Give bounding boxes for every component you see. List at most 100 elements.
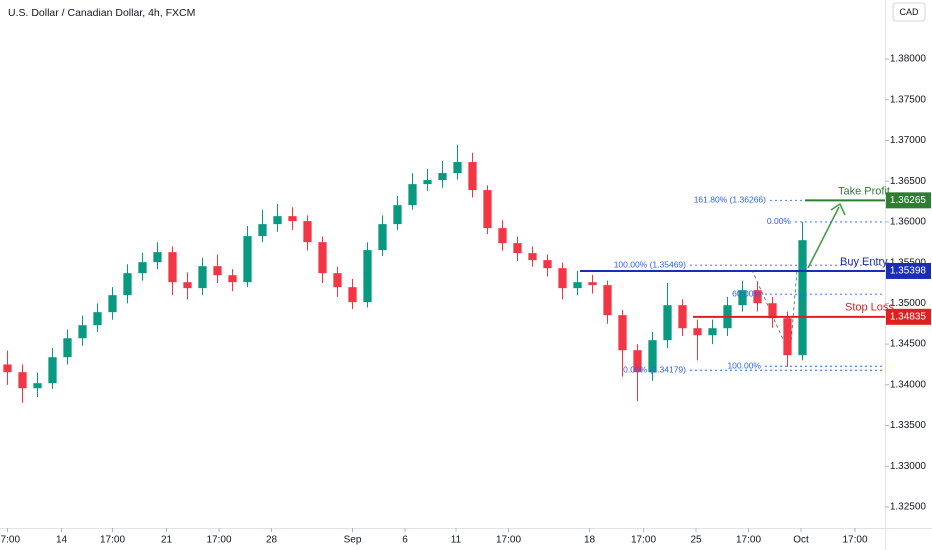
y-tick-label: 1.32500 xyxy=(890,502,927,513)
candle-body xyxy=(183,282,192,289)
candle-body xyxy=(123,273,132,296)
candle-body xyxy=(678,305,687,329)
y-tick-label: 1.36500 xyxy=(890,176,927,187)
candle-body xyxy=(408,184,417,206)
price-tag-label: 1.35398 xyxy=(890,266,927,277)
candle-body xyxy=(78,325,87,339)
candle-body xyxy=(258,224,267,237)
candle-body xyxy=(3,364,12,373)
level-label: Stop Loss xyxy=(845,302,894,314)
candle-body xyxy=(168,252,177,283)
candle-body xyxy=(768,303,777,319)
candle-body xyxy=(693,328,702,336)
x-tick-label: 21 xyxy=(161,535,173,546)
candle-body xyxy=(108,295,117,313)
candle-body xyxy=(528,253,537,261)
x-tick-label: 17:00 xyxy=(842,535,867,546)
candle-body xyxy=(753,290,762,304)
x-tick-label: 17:00 xyxy=(100,535,125,546)
candle-body xyxy=(18,372,27,389)
candle-body xyxy=(288,216,297,222)
candle-body xyxy=(333,273,342,288)
candle-body xyxy=(378,224,387,251)
currency-label[interactable]: CAD xyxy=(899,7,919,17)
candle-body xyxy=(33,383,42,389)
price-tag-label: 1.36265 xyxy=(890,195,927,206)
y-tick-label: 1.33500 xyxy=(890,420,927,431)
x-tick-label: 6 xyxy=(402,535,408,546)
x-tick-label: 14 xyxy=(56,535,68,546)
candle-body xyxy=(648,340,657,373)
x-tick-label: 17:00 xyxy=(0,535,20,546)
candle-body xyxy=(138,262,147,274)
candle-body xyxy=(588,282,597,286)
candle-body xyxy=(213,266,222,276)
level-label: Take Profit xyxy=(838,185,890,197)
candle-body xyxy=(738,290,747,306)
candle-body xyxy=(513,243,522,254)
x-tick-label: 17:00 xyxy=(631,535,656,546)
candle-body xyxy=(618,315,627,351)
candle-body xyxy=(498,228,507,244)
candle-body xyxy=(543,260,552,269)
price-tag xyxy=(886,262,931,279)
y-tick-label: 1.38000 xyxy=(890,54,927,65)
candle-body xyxy=(468,162,477,191)
x-tick-label: 17:00 xyxy=(496,535,521,546)
candle-body xyxy=(393,205,402,225)
level-label: Buy Entry xyxy=(840,256,888,268)
price-tag-label: 1.34835 xyxy=(890,311,927,322)
y-tick-label: 1.37500 xyxy=(890,94,927,105)
target-arrow xyxy=(807,206,840,269)
candle-body xyxy=(348,287,357,303)
candle-body xyxy=(483,190,492,229)
candle-body xyxy=(798,240,807,356)
candle-body xyxy=(153,252,162,263)
y-tick-label: 1.36000 xyxy=(890,217,927,228)
x-tick-label: 17:00 xyxy=(206,535,231,546)
candle-body xyxy=(93,312,102,326)
candle-body xyxy=(453,162,462,174)
candle-body xyxy=(558,268,567,289)
candle-body xyxy=(318,242,327,274)
x-tick-label: 11 xyxy=(451,535,462,546)
fib-trend xyxy=(751,269,798,356)
y-tick-label: 1.34500 xyxy=(890,339,927,350)
candle-body xyxy=(438,173,447,181)
fib-label: 0.00% (1.34179) xyxy=(623,364,686,374)
candle-body xyxy=(243,236,252,283)
candle-body xyxy=(48,357,57,384)
x-tick-label: 25 xyxy=(690,535,702,546)
fib-label: 161.80% (1.36266) xyxy=(694,195,766,205)
price-tag xyxy=(886,308,931,325)
fib-label: 0.00% xyxy=(767,216,792,226)
y-tick-label: 1.34000 xyxy=(890,379,927,390)
candle-body xyxy=(633,350,642,373)
y-tick-label: 1.35000 xyxy=(890,298,927,309)
candle-body xyxy=(573,282,582,289)
x-tick-label: 18 xyxy=(584,535,596,546)
candle-body xyxy=(273,216,282,225)
currency-box[interactable] xyxy=(892,2,926,22)
candle-body xyxy=(783,318,792,356)
candle-body xyxy=(423,180,432,185)
candle-body xyxy=(663,305,672,341)
candle-body xyxy=(198,266,207,289)
candle-body xyxy=(708,328,717,336)
fib-label: 100.00% (1.35469) xyxy=(614,259,686,269)
x-tick-label: Sep xyxy=(344,535,362,546)
candle-body xyxy=(303,221,312,243)
x-tick-label: 28 xyxy=(266,535,278,546)
target-arrow-head xyxy=(830,202,846,216)
chart-title: U.S. Dollar / Canadian Dollar, 4h, FXCM xyxy=(8,7,195,19)
price-tag xyxy=(886,192,931,209)
candle-body xyxy=(363,250,372,303)
candle-body xyxy=(228,275,237,283)
fib-label: 100.00% xyxy=(727,361,761,371)
y-tick-label: 1.37000 xyxy=(890,135,927,146)
y-tick-label: 1.33000 xyxy=(890,461,927,472)
fib-label: 60.00% xyxy=(732,288,761,298)
candle-body xyxy=(603,285,612,316)
